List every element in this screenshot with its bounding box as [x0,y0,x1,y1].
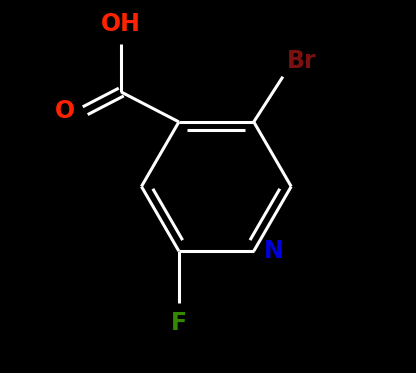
Text: Br: Br [287,49,317,73]
Text: O: O [54,99,75,123]
Text: OH: OH [102,12,141,36]
Text: F: F [171,311,187,335]
Text: N: N [264,239,284,263]
